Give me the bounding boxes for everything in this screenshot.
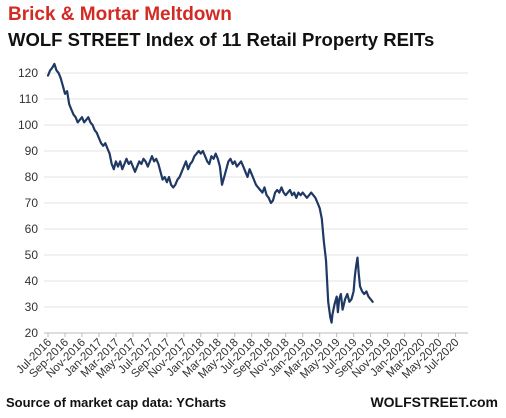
y-tick-label: 70 bbox=[25, 196, 39, 210]
gridlines bbox=[44, 72, 468, 334]
y-tick-label: 60 bbox=[25, 222, 39, 236]
chart-title: Brick & Mortar Meltdown bbox=[8, 4, 232, 25]
y-tick-label: 40 bbox=[25, 274, 39, 288]
source-note: Source of market cap data: YCharts bbox=[6, 395, 227, 410]
x-axis-ticks: Jul-2016Sep-2016Nov-2016Jan-2017Mar-2017… bbox=[14, 333, 462, 381]
y-tick-label: 80 bbox=[25, 170, 39, 184]
brand-label: WOLFSTREET.com bbox=[370, 394, 498, 410]
y-tick-label: 20 bbox=[25, 326, 39, 340]
series-line bbox=[46, 62, 374, 324]
y-tick-label: 100 bbox=[18, 118, 38, 132]
chart-subtitle: WOLF STREET Index of 11 Retail Property … bbox=[8, 29, 435, 50]
y-tick-label: 90 bbox=[25, 144, 39, 158]
y-tick-label: 120 bbox=[18, 66, 38, 80]
y-axis-ticks: 20 30 40 50 60 70 80 90 100 110 120 bbox=[18, 66, 38, 340]
y-tick-label: 50 bbox=[25, 248, 39, 262]
y-tick-label: 110 bbox=[19, 92, 38, 106]
y-tick-label: 30 bbox=[25, 300, 39, 314]
